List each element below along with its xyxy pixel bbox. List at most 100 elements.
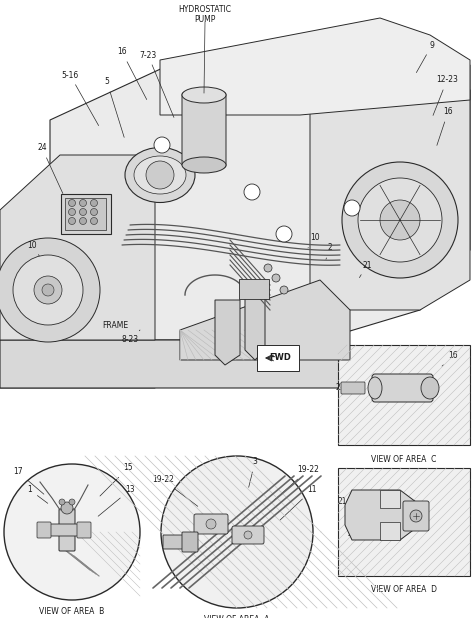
FancyBboxPatch shape bbox=[61, 194, 111, 234]
Circle shape bbox=[80, 200, 86, 206]
Text: 2: 2 bbox=[326, 243, 332, 260]
Text: VIEW OF AREA  B: VIEW OF AREA B bbox=[39, 607, 105, 617]
Text: 7-23: 7-23 bbox=[139, 51, 174, 117]
Text: FWD: FWD bbox=[269, 353, 291, 363]
Text: VIEW OF AREA  D: VIEW OF AREA D bbox=[371, 585, 437, 595]
Circle shape bbox=[13, 255, 83, 325]
FancyBboxPatch shape bbox=[77, 522, 91, 538]
FancyBboxPatch shape bbox=[372, 374, 433, 402]
Polygon shape bbox=[345, 490, 420, 540]
Text: 19-22: 19-22 bbox=[274, 465, 319, 500]
Bar bbox=[338, 345, 470, 445]
Circle shape bbox=[264, 264, 272, 272]
Circle shape bbox=[34, 276, 62, 304]
Text: 16: 16 bbox=[117, 48, 147, 99]
Circle shape bbox=[206, 519, 216, 529]
Text: 15: 15 bbox=[100, 464, 133, 496]
Circle shape bbox=[61, 502, 73, 514]
Circle shape bbox=[380, 200, 420, 240]
Polygon shape bbox=[0, 170, 170, 388]
FancyBboxPatch shape bbox=[37, 522, 51, 538]
Circle shape bbox=[69, 208, 75, 216]
Text: 16: 16 bbox=[442, 352, 458, 366]
Text: 5: 5 bbox=[105, 77, 124, 137]
Text: 2: 2 bbox=[347, 525, 364, 538]
Text: 1: 1 bbox=[27, 486, 48, 503]
Circle shape bbox=[342, 162, 458, 278]
Text: 12-23: 12-23 bbox=[433, 75, 458, 116]
Text: A: A bbox=[281, 229, 287, 239]
Circle shape bbox=[154, 137, 170, 153]
Text: 21: 21 bbox=[335, 383, 353, 391]
Text: 6: 6 bbox=[420, 221, 437, 234]
Circle shape bbox=[410, 510, 422, 522]
Text: D: D bbox=[158, 140, 165, 150]
Ellipse shape bbox=[125, 148, 195, 203]
Text: PUMP: PUMP bbox=[194, 14, 216, 23]
Circle shape bbox=[69, 200, 75, 206]
Polygon shape bbox=[50, 60, 470, 340]
Text: 17: 17 bbox=[13, 467, 44, 494]
Circle shape bbox=[91, 218, 98, 224]
Text: 3: 3 bbox=[249, 457, 257, 488]
FancyBboxPatch shape bbox=[194, 514, 228, 534]
Text: 13: 13 bbox=[98, 486, 135, 516]
Text: 21: 21 bbox=[359, 261, 372, 277]
Text: 9: 9 bbox=[416, 41, 435, 72]
Ellipse shape bbox=[368, 377, 382, 399]
FancyBboxPatch shape bbox=[257, 345, 299, 371]
Text: 14: 14 bbox=[265, 318, 275, 334]
FancyBboxPatch shape bbox=[59, 509, 75, 551]
Polygon shape bbox=[245, 295, 265, 360]
FancyBboxPatch shape bbox=[65, 198, 107, 229]
FancyBboxPatch shape bbox=[232, 526, 264, 544]
FancyBboxPatch shape bbox=[182, 92, 226, 168]
Text: 20: 20 bbox=[292, 306, 303, 318]
Text: 18: 18 bbox=[45, 308, 62, 316]
Circle shape bbox=[4, 464, 140, 600]
Circle shape bbox=[80, 208, 86, 216]
Text: 4: 4 bbox=[224, 321, 228, 341]
Circle shape bbox=[146, 161, 174, 189]
Circle shape bbox=[280, 286, 288, 294]
Text: 5-16: 5-16 bbox=[61, 70, 99, 125]
Circle shape bbox=[69, 218, 75, 224]
Circle shape bbox=[161, 456, 313, 608]
FancyBboxPatch shape bbox=[182, 532, 198, 552]
Circle shape bbox=[276, 226, 292, 242]
Polygon shape bbox=[215, 300, 240, 365]
Circle shape bbox=[244, 184, 260, 200]
Circle shape bbox=[91, 208, 98, 216]
FancyBboxPatch shape bbox=[403, 501, 429, 531]
Text: FRAME: FRAME bbox=[102, 321, 128, 329]
FancyBboxPatch shape bbox=[239, 279, 269, 299]
Circle shape bbox=[272, 274, 280, 282]
Polygon shape bbox=[380, 490, 400, 508]
Circle shape bbox=[344, 200, 360, 216]
Ellipse shape bbox=[182, 87, 226, 103]
Polygon shape bbox=[160, 18, 470, 115]
Text: 2: 2 bbox=[181, 339, 198, 352]
Circle shape bbox=[42, 284, 54, 296]
Text: 16: 16 bbox=[437, 108, 453, 145]
Circle shape bbox=[80, 218, 86, 224]
Text: 8-23: 8-23 bbox=[121, 330, 140, 344]
Polygon shape bbox=[310, 65, 470, 310]
Circle shape bbox=[244, 531, 252, 539]
Text: VIEW OF AREA  C: VIEW OF AREA C bbox=[371, 454, 437, 464]
Text: 21: 21 bbox=[337, 497, 356, 510]
Circle shape bbox=[358, 178, 442, 262]
Circle shape bbox=[69, 499, 75, 505]
Text: B: B bbox=[249, 187, 255, 197]
Polygon shape bbox=[0, 155, 155, 340]
Text: 11: 11 bbox=[280, 486, 317, 520]
Text: 24: 24 bbox=[37, 143, 63, 193]
Polygon shape bbox=[180, 280, 350, 360]
Circle shape bbox=[59, 499, 65, 505]
Circle shape bbox=[91, 200, 98, 206]
Circle shape bbox=[0, 238, 100, 342]
Text: VIEW OF AREA  A: VIEW OF AREA A bbox=[204, 616, 270, 618]
Text: 10: 10 bbox=[308, 234, 320, 248]
Text: C: C bbox=[349, 203, 355, 213]
Polygon shape bbox=[380, 522, 400, 540]
